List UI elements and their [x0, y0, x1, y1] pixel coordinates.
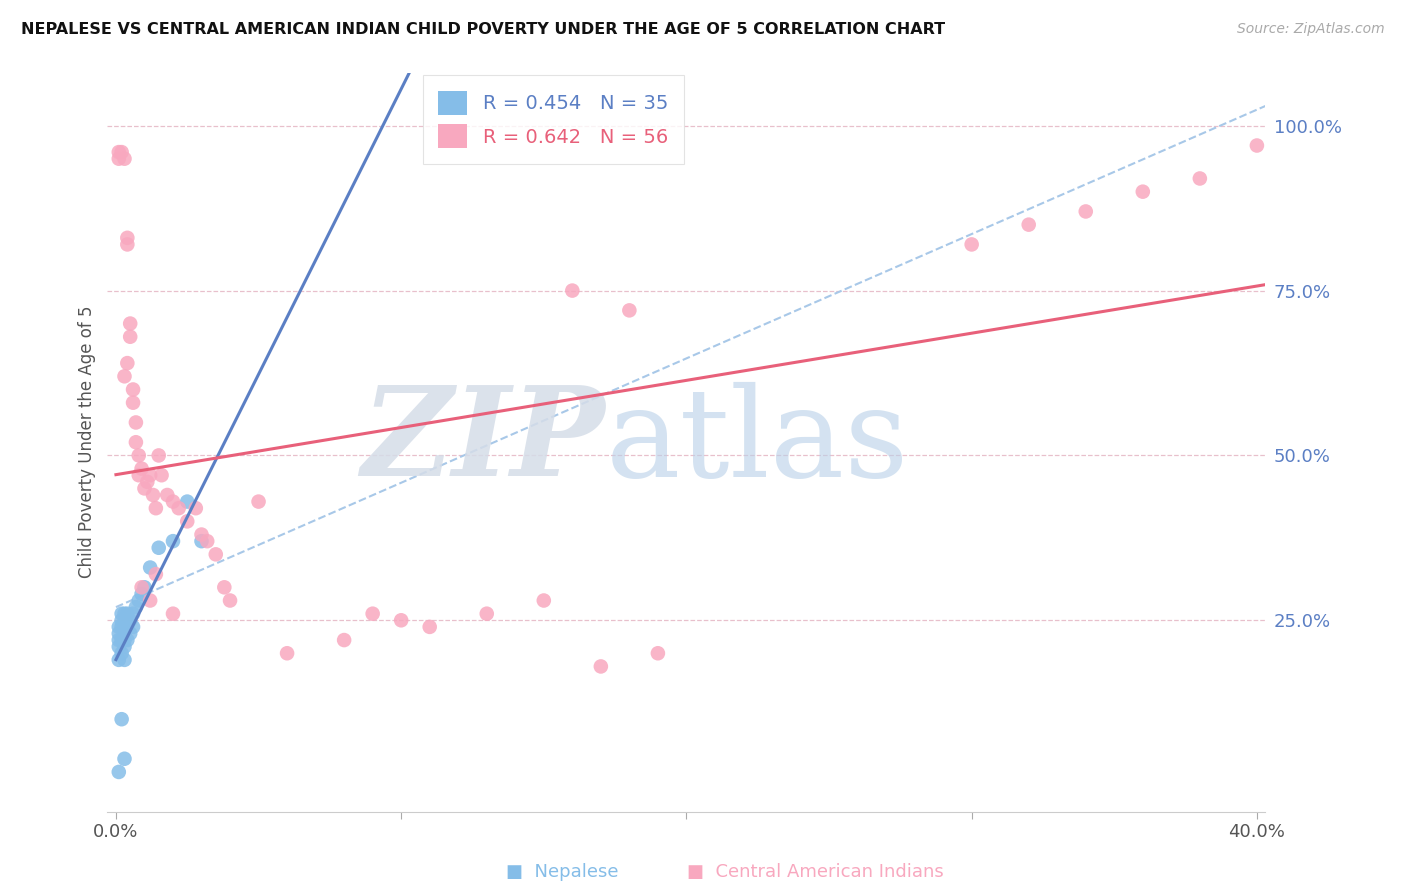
- Text: ■  Central American Indians: ■ Central American Indians: [688, 863, 943, 881]
- Point: [111, 712, 134, 726]
- Point: [122, 607, 145, 621]
- Point: [148, 541, 170, 555]
- Point: [111, 633, 134, 648]
- Point: [150, 468, 173, 483]
- Point: [107, 764, 129, 779]
- Point: [134, 482, 156, 496]
- Point: [136, 475, 159, 489]
- Point: [145, 501, 167, 516]
- Point: [195, 534, 218, 549]
- Text: Source: ZipAtlas.com: Source: ZipAtlas.com: [1237, 22, 1385, 37]
- Point: [131, 580, 153, 594]
- Point: [162, 494, 184, 508]
- Point: [122, 383, 145, 397]
- Point: [247, 494, 270, 508]
- Point: [128, 593, 150, 607]
- Point: [111, 613, 134, 627]
- Point: [114, 369, 136, 384]
- Y-axis label: Child Poverty Under the Age of 5: Child Poverty Under the Age of 5: [79, 306, 96, 579]
- Point: [475, 607, 498, 621]
- Point: [125, 416, 148, 430]
- Point: [107, 653, 129, 667]
- Point: [276, 646, 298, 660]
- Point: [107, 640, 129, 654]
- Point: [107, 633, 129, 648]
- Point: [114, 607, 136, 621]
- Point: [114, 752, 136, 766]
- Point: [389, 613, 412, 627]
- Point: [114, 620, 136, 634]
- Point: [120, 317, 142, 331]
- Point: [419, 620, 441, 634]
- Text: atlas: atlas: [606, 382, 908, 503]
- Point: [120, 613, 142, 627]
- Point: [145, 567, 167, 582]
- Point: [111, 620, 134, 634]
- Point: [204, 547, 226, 561]
- Point: [111, 646, 134, 660]
- Text: NEPALESE VS CENTRAL AMERICAN INDIAN CHILD POVERTY UNDER THE AGE OF 5 CORRELATION: NEPALESE VS CENTRAL AMERICAN INDIAN CHIL…: [21, 22, 945, 37]
- Point: [148, 449, 170, 463]
- Point: [190, 527, 212, 541]
- Point: [128, 468, 150, 483]
- Point: [117, 231, 139, 245]
- Text: ■  Nepalese: ■ Nepalese: [506, 863, 619, 881]
- Point: [107, 145, 129, 160]
- Point: [361, 607, 384, 621]
- Point: [533, 593, 555, 607]
- Point: [162, 607, 184, 621]
- Text: ZIP: ZIP: [361, 382, 606, 503]
- Point: [156, 488, 179, 502]
- Point: [111, 607, 134, 621]
- Point: [131, 461, 153, 475]
- Point: [117, 607, 139, 621]
- Point: [167, 501, 190, 516]
- Point: [107, 152, 129, 166]
- Point: [114, 152, 136, 166]
- Point: [1188, 171, 1211, 186]
- Point: [184, 501, 207, 516]
- Point: [619, 303, 641, 318]
- Point: [125, 600, 148, 615]
- Point: [162, 534, 184, 549]
- Point: [125, 435, 148, 450]
- Point: [117, 620, 139, 634]
- Point: [122, 620, 145, 634]
- Point: [117, 633, 139, 648]
- Point: [117, 237, 139, 252]
- Point: [1132, 185, 1154, 199]
- Point: [114, 653, 136, 667]
- Point: [139, 560, 162, 574]
- Point: [333, 633, 356, 648]
- Point: [561, 284, 583, 298]
- Point: [114, 626, 136, 640]
- Point: [139, 593, 162, 607]
- Point: [117, 356, 139, 370]
- Point: [128, 449, 150, 463]
- Point: [120, 626, 142, 640]
- Point: [120, 330, 142, 344]
- Point: [142, 488, 165, 502]
- Point: [960, 237, 983, 252]
- Point: [176, 515, 198, 529]
- Point: [114, 640, 136, 654]
- Point: [1246, 138, 1268, 153]
- Point: [139, 468, 162, 483]
- Point: [214, 580, 236, 594]
- Point: [190, 534, 212, 549]
- Point: [107, 620, 129, 634]
- Point: [1074, 204, 1097, 219]
- Point: [134, 580, 156, 594]
- Legend: R = 0.454   N = 35, R = 0.642   N = 56: R = 0.454 N = 35, R = 0.642 N = 56: [423, 75, 683, 163]
- Point: [122, 395, 145, 409]
- Point: [176, 494, 198, 508]
- Point: [114, 633, 136, 648]
- Point: [647, 646, 669, 660]
- Point: [131, 587, 153, 601]
- Point: [111, 145, 134, 160]
- Point: [107, 626, 129, 640]
- Point: [589, 659, 612, 673]
- Point: [1018, 218, 1040, 232]
- Point: [219, 593, 242, 607]
